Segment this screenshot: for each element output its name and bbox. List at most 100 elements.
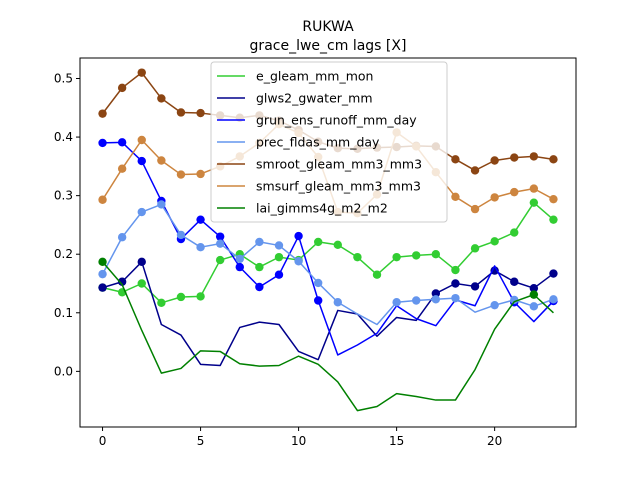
data-point-1-22 xyxy=(529,283,539,293)
data-point-4-22 xyxy=(529,152,539,161)
data-point-0-11 xyxy=(314,237,323,247)
x-tick-label: 10 xyxy=(291,434,306,448)
x-tick-label: 5 xyxy=(197,434,205,448)
data-point-5-22 xyxy=(529,184,539,193)
data-point-3-4 xyxy=(176,230,186,240)
data-point-6-22 xyxy=(529,290,539,299)
y-tick-label: 0.1 xyxy=(54,306,73,320)
data-point-5-3 xyxy=(157,156,166,165)
data-point-0-14 xyxy=(372,270,382,279)
data-point-5-4 xyxy=(176,170,186,179)
data-point-0-23 xyxy=(549,215,558,224)
data-point-3-1 xyxy=(117,233,127,242)
legend-label-4: smroot_gleam_mm3_mm3 xyxy=(256,157,422,172)
data-point-0-15 xyxy=(392,252,401,262)
data-point-1-0 xyxy=(98,283,107,292)
legend-label-3: prec_fldas_mm_day xyxy=(256,135,380,150)
data-point-0-21 xyxy=(510,228,519,237)
data-point-3-18 xyxy=(451,293,460,303)
data-point-5-18 xyxy=(451,192,460,202)
data-point-3-17 xyxy=(431,295,441,304)
data-point-5-23 xyxy=(549,194,558,204)
series-line-3 xyxy=(101,203,554,326)
data-point-0-9 xyxy=(274,252,284,262)
data-point-3-9 xyxy=(274,241,284,250)
chart-title: RUKWA xyxy=(302,19,354,35)
data-point-4-21 xyxy=(510,153,519,162)
data-point-0-2 xyxy=(137,279,146,288)
legend-label-1: glws2_gwater_mm xyxy=(256,91,373,106)
data-point-5-19 xyxy=(470,204,480,214)
data-point-1-17 xyxy=(431,289,441,298)
x-tick-label: 20 xyxy=(487,434,502,448)
legend-label-5: smsurf_gleam_mm3_mm3 xyxy=(256,179,421,194)
x-tick-label: 15 xyxy=(389,434,404,448)
data-point-2-7 xyxy=(235,262,244,272)
y-tick-label: 0.3 xyxy=(54,189,73,203)
data-point-6-0 xyxy=(98,257,107,267)
data-point-4-5 xyxy=(196,108,205,118)
data-point-4-18 xyxy=(451,155,460,164)
data-point-3-5 xyxy=(196,242,205,252)
data-point-2-6 xyxy=(215,232,225,241)
chart-subtitle: grace_lwe_cm lags [X] xyxy=(250,38,407,54)
data-point-3-11 xyxy=(314,278,323,288)
data-point-4-1 xyxy=(117,83,127,93)
data-point-3-15 xyxy=(392,298,401,307)
data-point-0-20 xyxy=(490,237,499,246)
data-point-0-18 xyxy=(451,265,460,275)
data-point-0-19 xyxy=(470,244,480,253)
data-point-0-4 xyxy=(176,292,186,302)
data-point-5-20 xyxy=(490,193,499,202)
data-point-4-19 xyxy=(470,166,480,175)
legend-label-0: e_gleam_mm_mon xyxy=(256,69,373,84)
data-point-5-1 xyxy=(117,164,127,173)
y-tick-label: 0.0 xyxy=(54,364,73,378)
x-tick-label: 0 xyxy=(99,434,107,448)
legend-box xyxy=(210,61,448,223)
data-point-0-5 xyxy=(196,292,205,301)
data-point-3-20 xyxy=(490,300,499,310)
data-point-5-21 xyxy=(510,187,519,197)
data-point-0-6 xyxy=(215,255,225,265)
data-point-5-2 xyxy=(137,135,146,145)
data-point-0-8 xyxy=(255,262,264,272)
axis-ticks: 0 5 10 15 20 0.0 0.1 0.2 0.3 0.4 0.5 xyxy=(54,72,502,449)
data-point-3-0 xyxy=(98,269,107,279)
data-point-0-16 xyxy=(412,251,421,260)
legend-label-2: grun_ens_runoff_mm_day xyxy=(256,113,417,128)
data-point-0-22 xyxy=(529,198,539,207)
data-point-1-21 xyxy=(510,277,519,286)
data-point-3-3 xyxy=(157,200,166,209)
data-point-3-8 xyxy=(255,237,264,247)
data-point-3-2 xyxy=(137,207,146,217)
data-point-1-2 xyxy=(137,257,146,267)
y-tick-label: 0.4 xyxy=(54,130,73,144)
data-point-4-20 xyxy=(490,156,499,165)
data-point-1-1 xyxy=(117,277,127,286)
data-point-2-1 xyxy=(117,138,127,147)
series-line-6 xyxy=(101,261,554,412)
plot-frame xyxy=(79,57,577,428)
data-point-0-12 xyxy=(333,240,342,250)
data-point-2-5 xyxy=(196,215,205,224)
data-point-2-11 xyxy=(314,296,323,305)
data-point-4-23 xyxy=(549,155,558,164)
data-point-2-10 xyxy=(294,231,303,241)
legend-label-6: lai_gimms4g_m2_m2 xyxy=(256,201,388,216)
data-point-3-12 xyxy=(333,298,342,307)
y-tick-label: 0.5 xyxy=(54,72,73,86)
data-point-3-16 xyxy=(412,296,421,305)
data-point-2-0 xyxy=(98,138,107,148)
data-point-0-13 xyxy=(353,252,362,262)
data-point-4-3 xyxy=(157,94,166,103)
data-point-1-23 xyxy=(549,269,558,278)
data-point-4-2 xyxy=(137,68,146,77)
data-point-3-22 xyxy=(529,302,539,311)
data-point-0-17 xyxy=(431,250,441,259)
data-point-5-0 xyxy=(98,195,107,204)
data-point-2-2 xyxy=(137,156,146,166)
data-point-0-3 xyxy=(157,298,166,308)
data-point-3-10 xyxy=(294,257,303,266)
